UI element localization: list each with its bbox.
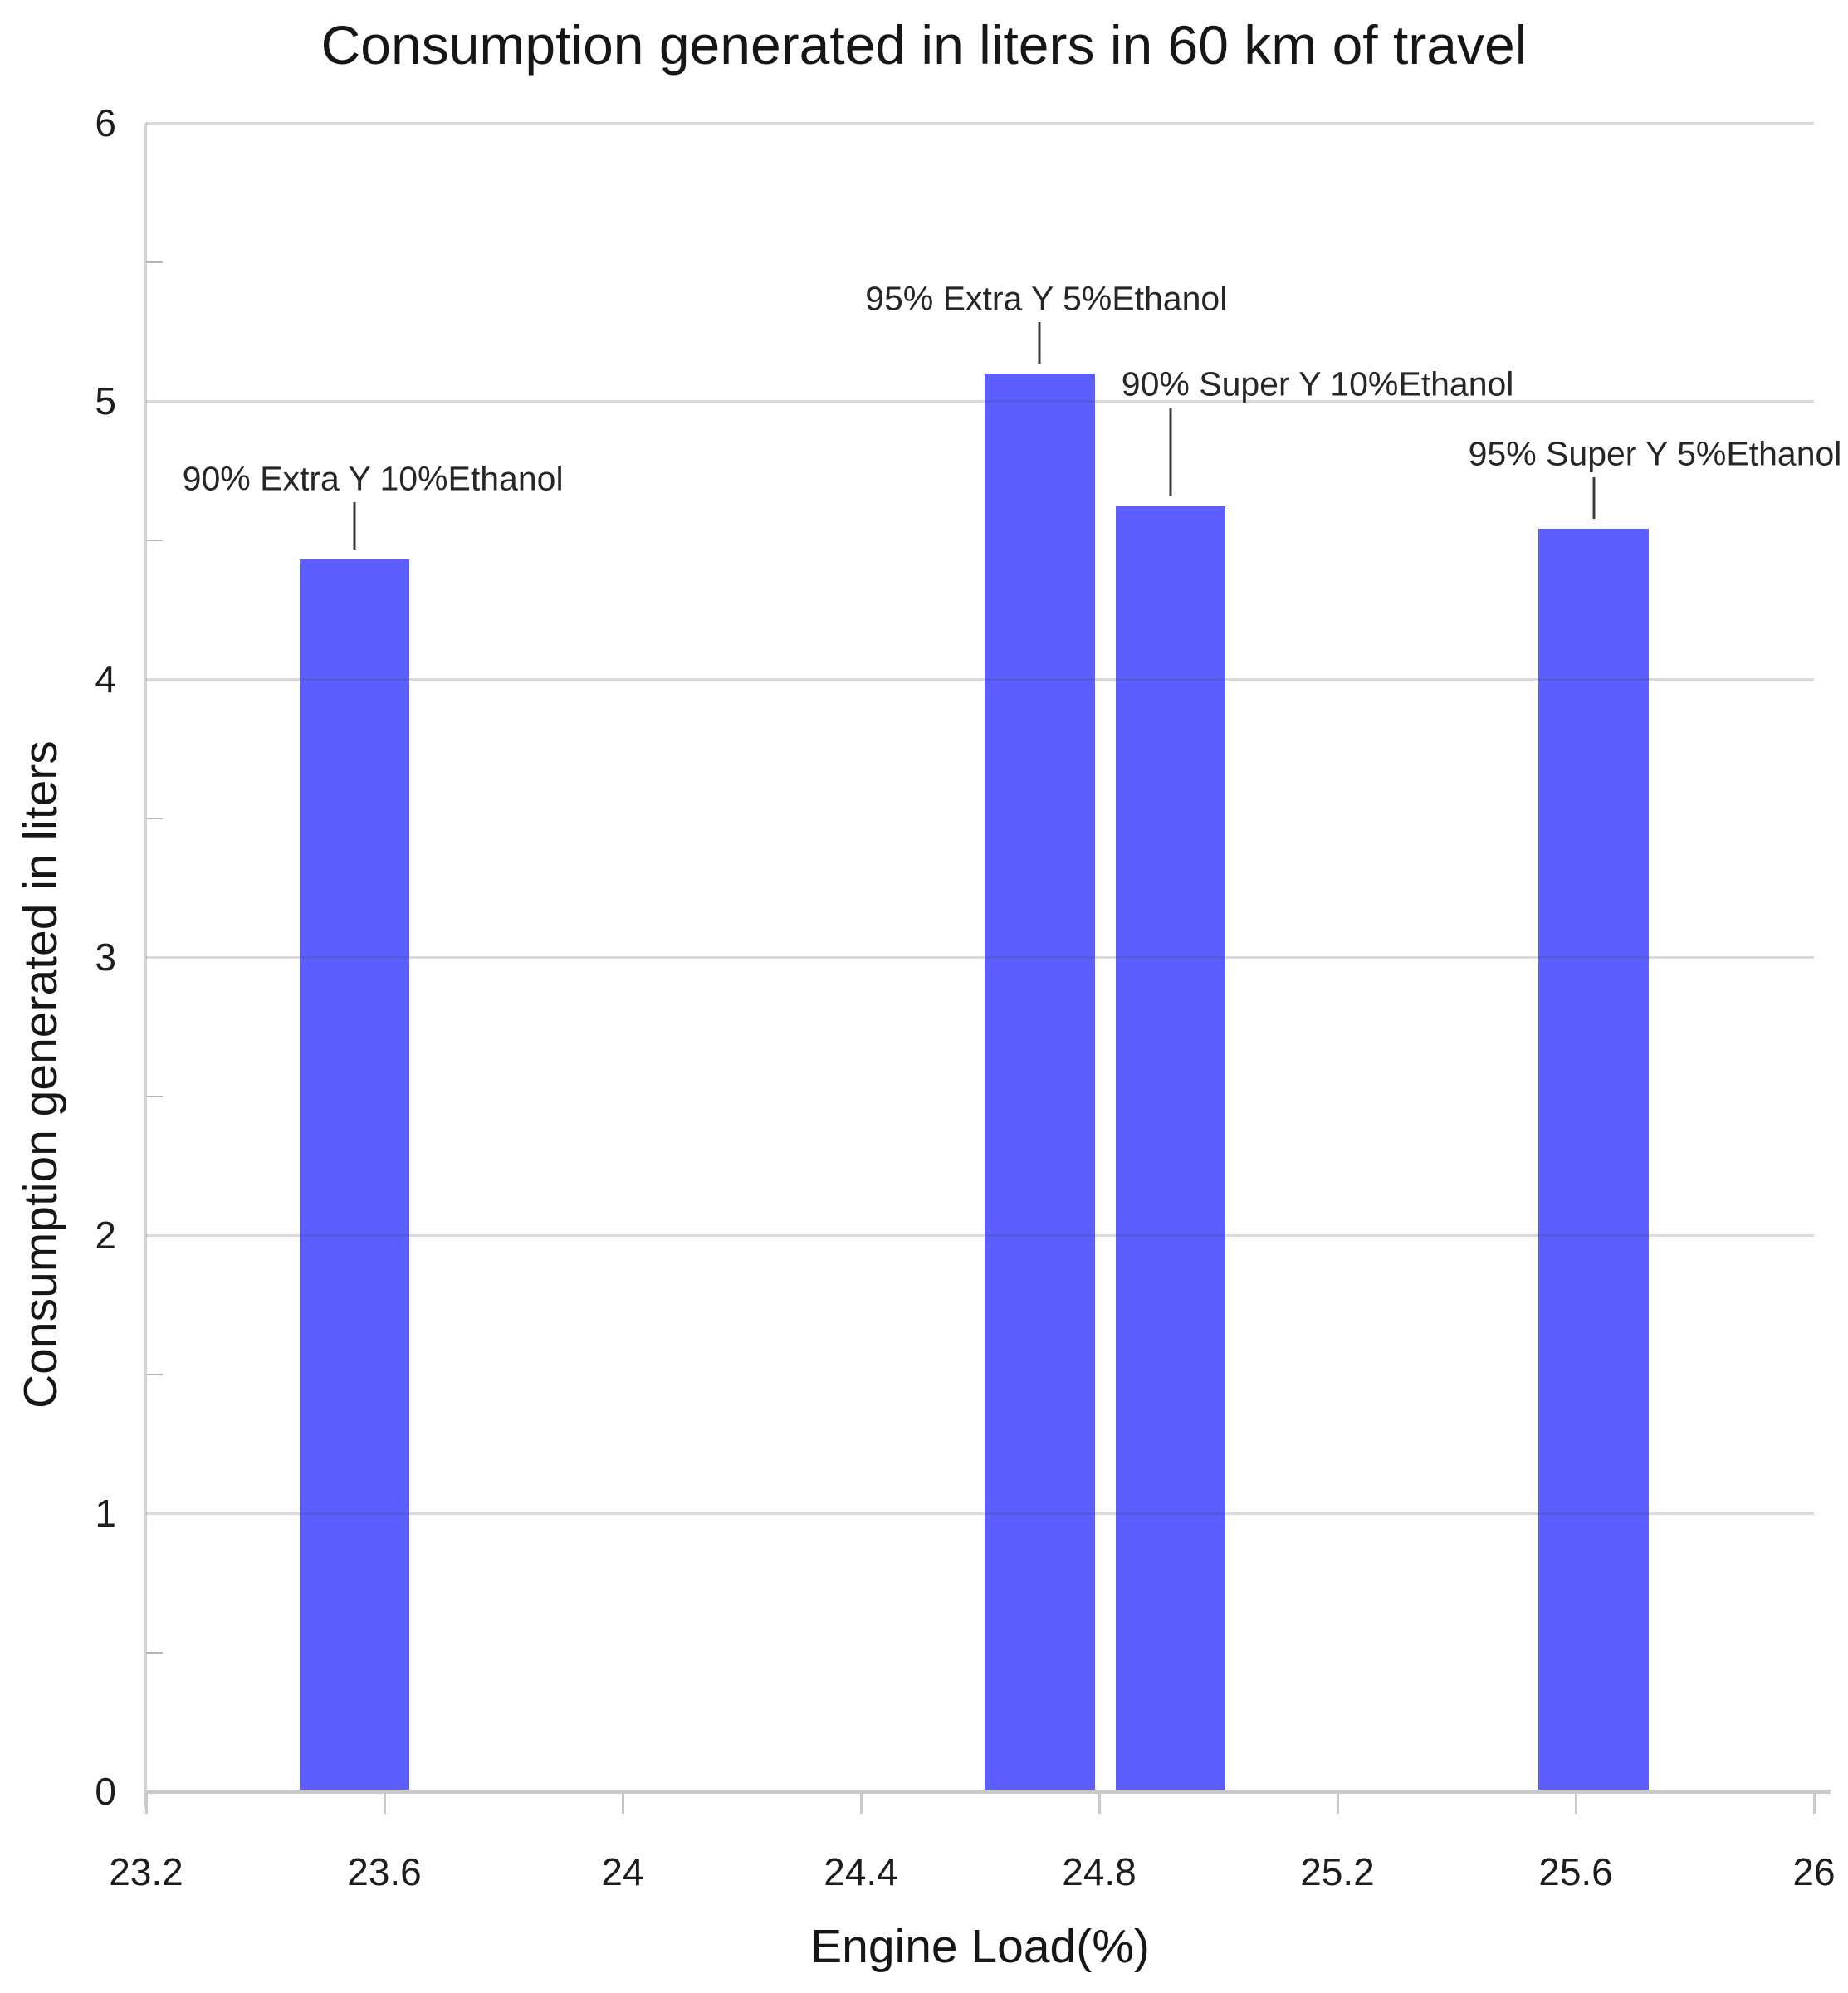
- gridline: [146, 956, 1814, 959]
- gridline: [146, 122, 1814, 125]
- y-minor-tick: [146, 539, 163, 541]
- leader-line: [1592, 477, 1596, 520]
- x-tick: [622, 1791, 624, 1814]
- bar: [1538, 529, 1649, 1791]
- x-tick-label: 23.6: [347, 1850, 422, 1893]
- x-axis-title: Engine Load(%): [810, 1920, 1150, 1973]
- y-axis-line: [144, 123, 147, 1808]
- y-tick-label: 0: [95, 1770, 116, 1813]
- x-tick: [1813, 1791, 1816, 1814]
- bar-label: 90% Extra Y 10%Ethanol: [182, 459, 564, 498]
- y-tick-label: 1: [95, 1492, 116, 1535]
- y-minor-tick: [146, 1651, 163, 1654]
- y-tick-label: 3: [95, 935, 116, 979]
- x-tick-label: 26: [1792, 1850, 1836, 1893]
- y-minor-tick: [146, 817, 163, 819]
- x-tick: [145, 1791, 148, 1814]
- plot-area: [144, 122, 1831, 1814]
- bar-label: 95% Extra Y 5%Ethanol: [865, 279, 1228, 317]
- bar: [984, 373, 1095, 1791]
- bar-label: 90% Super Y 10%Ethanol: [1121, 364, 1514, 403]
- leader-line: [1038, 321, 1041, 364]
- x-tick-label: 25.2: [1300, 1850, 1375, 1893]
- y-axis-title: Consumption generated in liters: [14, 740, 67, 1409]
- gridline: [146, 1512, 1814, 1515]
- x-tick: [384, 1791, 386, 1814]
- y-tick-label: 4: [95, 657, 116, 701]
- gridline: [146, 400, 1814, 403]
- x-tick: [1575, 1791, 1577, 1814]
- x-tick-label: 24.4: [824, 1850, 898, 1893]
- leader-line: [1169, 408, 1172, 497]
- y-minor-tick: [146, 261, 163, 263]
- leader-line: [353, 501, 356, 550]
- x-axis-baseline: [146, 1790, 1831, 1794]
- y-tick-label: 6: [95, 101, 116, 144]
- bar-label: 95% Super Y 5%Ethanol: [1468, 434, 1842, 473]
- bar: [1115, 506, 1226, 1791]
- x-tick-label: 23.2: [109, 1850, 183, 1893]
- y-tick-label: 5: [95, 379, 116, 423]
- y-minor-tick: [146, 1373, 163, 1375]
- x-tick-label: 24.8: [1062, 1850, 1137, 1893]
- x-tick-label: 25.6: [1538, 1850, 1613, 1893]
- x-tick-label: 24: [601, 1850, 644, 1893]
- gridline: [146, 678, 1814, 681]
- x-tick: [1098, 1791, 1101, 1814]
- chart-title: Consumption generated in liters in 60 km…: [320, 14, 1528, 76]
- bar: [299, 559, 410, 1791]
- gridline: [146, 1234, 1814, 1237]
- x-tick: [1337, 1791, 1339, 1814]
- y-minor-tick: [146, 1095, 163, 1097]
- x-tick: [860, 1791, 863, 1814]
- y-tick-label: 2: [95, 1214, 116, 1257]
